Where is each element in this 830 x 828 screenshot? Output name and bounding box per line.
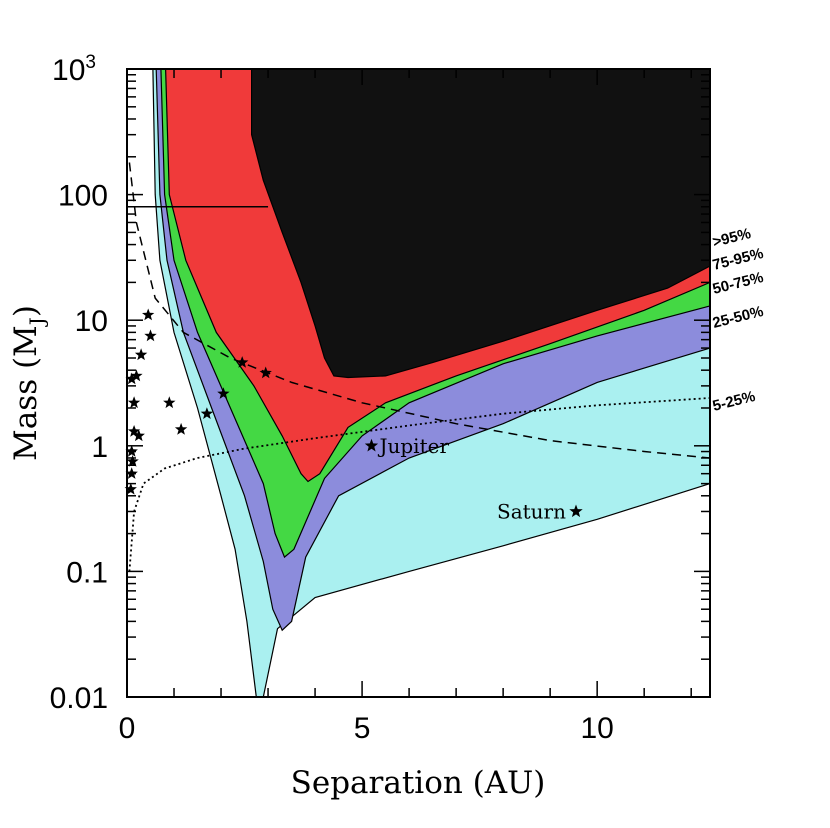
contour-regions [152,68,711,698]
band-label-95: >95% [711,225,753,251]
x-tick-label: 0 [119,712,136,745]
dotted-curve [128,397,711,572]
data-point-star [217,387,230,399]
data-point-star [236,356,249,368]
y-tick-label: 10 [75,305,108,338]
data-point-star [200,407,214,419]
y-tick-label: 1 [91,431,108,464]
data-point-star [259,366,272,379]
plot-frame [126,68,711,698]
y-tick-label: 0.01 [50,682,108,715]
x-axis-title: Separation (AU) [291,765,546,801]
region-95 [251,68,711,379]
data-point-star [130,369,143,382]
tick-labels: 0 5 10 0.01 0.1 1 10 100 103 [50,52,614,745]
planet-jupiter-star [364,438,379,452]
data-point-star [132,429,145,442]
data-point-star [134,348,148,361]
y-axis-title-main: Mass (M [8,325,44,461]
data-point-star [124,482,137,495]
y-axis-title-sub: J [25,317,49,327]
x-tick-label: 5 [354,712,371,745]
band-label-50-75: 50-75% [711,269,765,298]
data-point-star [125,372,138,385]
curves [127,162,711,572]
band-label-5-25: 5-25% [711,388,757,415]
data-point-star [144,329,157,342]
y-axis-title: Mass (MJ) [8,305,49,461]
data-point-star [174,422,188,435]
data-points: Jupiter Saturn [124,308,583,523]
planet-saturn-star [569,504,583,518]
y-tick-label: 100 [58,180,108,213]
y-tick-label: 0.1 [66,556,108,589]
band-label-25-50: 25-50% [711,303,765,332]
y-axis-title-end: ) [8,305,44,317]
planet-saturn-label: Saturn [497,499,566,523]
planet-jupiter-label: Jupiter [377,434,449,458]
data-point-star [142,308,155,321]
y-tick-label: 103 [52,52,96,87]
data-point-star [127,396,141,409]
band-labels: 5-25%25-50%50-75%75-95%>95% [711,225,765,415]
x-tick-label: 10 [580,712,613,745]
data-point-star [126,455,139,467]
data-point-star [127,425,141,437]
data-point-star [163,396,176,409]
dashed-curve [128,162,711,459]
axis-ticks [127,69,710,698]
